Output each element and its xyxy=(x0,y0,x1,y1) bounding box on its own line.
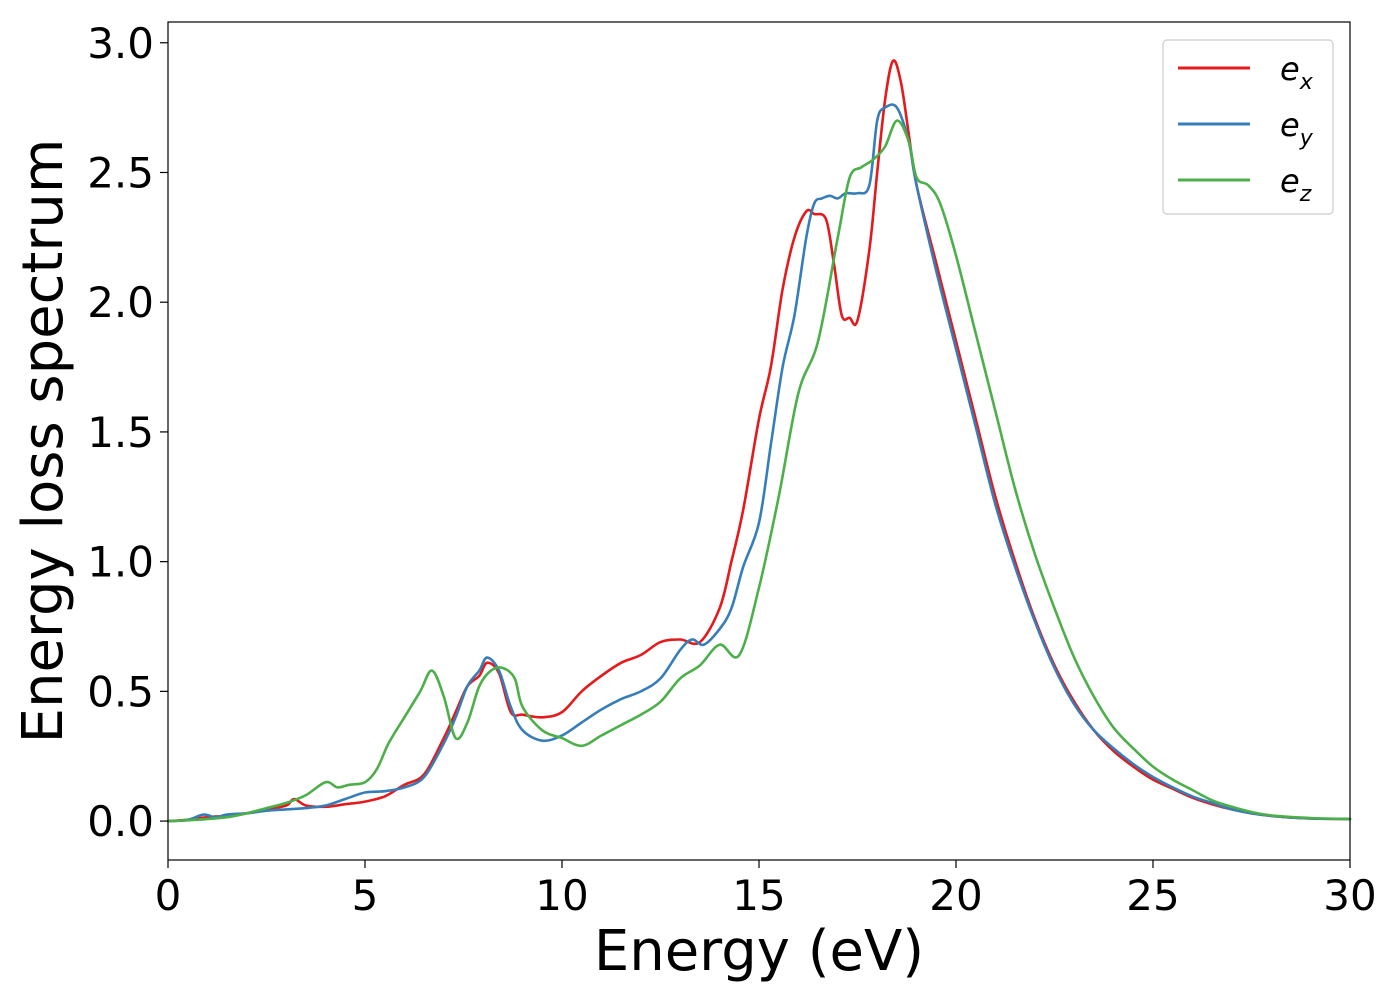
y-axis-title: Energy loss spectrum xyxy=(11,139,76,744)
x-tick-label: 30 xyxy=(1323,871,1376,920)
x-axis: 0 5 10 15 20 25 30 xyxy=(155,860,1377,920)
series-layer xyxy=(166,59,1352,823)
x-tick-label: 25 xyxy=(1126,871,1179,920)
legend-label-e-x: ex xyxy=(1280,50,1314,95)
series-line-e-z xyxy=(166,119,1352,823)
y-axis: 0.0 0.5 1.0 1.5 2.0 2.5 3.0 xyxy=(87,19,168,846)
legend-label-e-y: ey xyxy=(1280,106,1314,151)
legend-label-e-z: ez xyxy=(1280,162,1312,207)
y-tick-label: 3.0 xyxy=(87,19,154,68)
x-tick-label: 10 xyxy=(535,871,588,920)
y-tick-label: 0.0 xyxy=(87,797,154,846)
series-line-e-y xyxy=(166,103,1352,823)
x-tick-label: 5 xyxy=(352,871,379,920)
x-axis-title: Energy (eV) xyxy=(594,919,924,984)
y-tick-label: 0.5 xyxy=(87,667,154,716)
x-tick-label: 15 xyxy=(732,871,785,920)
series-line-e-x xyxy=(166,59,1352,823)
legend: ex ey ez xyxy=(1162,39,1334,215)
x-tick-label: 0 xyxy=(155,871,182,920)
y-tick-label: 2.0 xyxy=(87,278,154,327)
x-tick-label: 20 xyxy=(929,871,982,920)
y-tick-label: 2.5 xyxy=(87,148,154,197)
legend-box xyxy=(1162,39,1334,215)
y-tick-label: 1.0 xyxy=(87,538,154,587)
y-tick-label: 1.5 xyxy=(87,408,154,457)
